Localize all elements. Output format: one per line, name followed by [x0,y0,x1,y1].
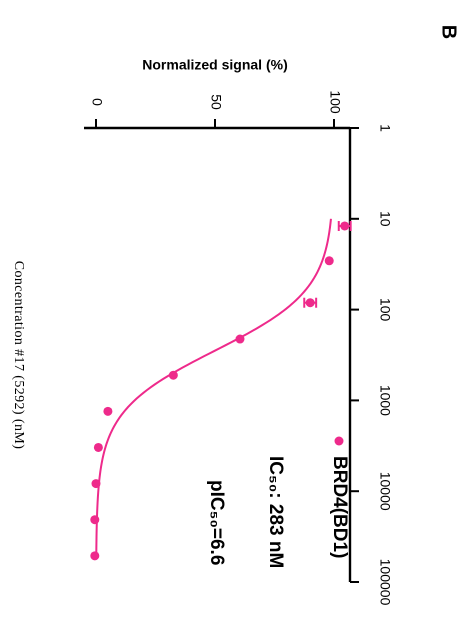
x-tick-label: 1 [377,124,393,132]
legend-marker [334,436,344,446]
x-tick-label: 1000 [377,385,393,416]
data-point [305,298,315,308]
data-point [91,479,101,489]
y-axis-title: Normalized signal (%) [142,57,287,73]
x-tick-label: 10000 [377,472,393,511]
data-point [235,334,245,344]
y-tick-label: 0 [89,98,105,106]
data-point [340,221,350,231]
y-tick-label: 50 [208,94,224,110]
x-tick-label: 10 [377,211,393,227]
y-tick-label: 100 [327,90,343,114]
annotations: IC₅₀: 283 nM pIC₅₀=6.6 [206,456,286,568]
fit-curve [95,218,332,556]
x-tick-label: 100000 [377,559,393,606]
axes: 1 10 100 1000 10000 100000 0 50 100 Normalized si… [11,57,394,606]
panel-label: B [438,25,460,39]
data-point [90,551,100,561]
data-point [324,256,334,266]
data-point [168,370,178,380]
data-point [93,442,103,452]
annotation-text: pIC₅₀=6.6 [206,480,227,565]
annotation-text: IC₅₀: 283 nM [265,456,286,568]
x-tick-label: 100 [377,298,393,322]
legend-label: BRD4(BD1) [329,456,350,558]
data-point [103,406,113,416]
data-point [90,515,100,525]
x-axis-title: Concentration #17 (5292) (nM) [11,261,26,450]
legend: BRD4(BD1) [329,436,350,558]
plot-area [90,218,352,561]
